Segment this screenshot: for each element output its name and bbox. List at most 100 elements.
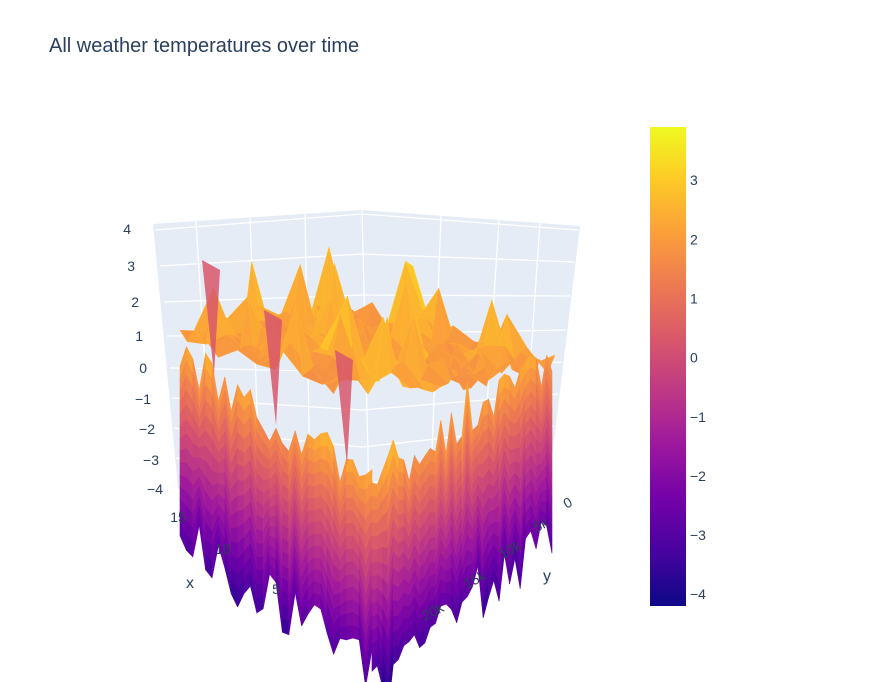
chart-title: All weather temperatures over time — [49, 35, 360, 57]
z-tick-label: −1 — [135, 391, 151, 407]
surface-patch — [392, 644, 399, 666]
surface-patch — [256, 569, 264, 586]
surface-patch — [546, 514, 553, 554]
surface-patch — [320, 431, 328, 447]
temperature-surface[interactable] — [179, 247, 556, 682]
surface-patch — [230, 527, 238, 544]
colorbar-tick-label: 2 — [690, 231, 698, 247]
surface-patch — [371, 495, 378, 511]
surface-patch — [346, 548, 354, 563]
surface-patch — [371, 549, 378, 564]
surface-patch — [262, 467, 270, 481]
surface-patch — [429, 561, 436, 577]
surface-patch — [376, 547, 383, 564]
surface-patch — [371, 574, 378, 591]
colorbar-ticks: 3 2 1 0 −1 −2 −3 −4 — [690, 172, 706, 602]
colorbar-tick-label: −2 — [690, 468, 706, 484]
surface-patch — [346, 599, 354, 615]
surface-patch — [269, 504, 277, 518]
colorbar-tick-label: 1 — [690, 290, 698, 306]
surface-patch — [429, 473, 436, 490]
surface-patch — [398, 486, 405, 502]
surface-patch — [314, 495, 322, 511]
surface-patch — [392, 615, 399, 634]
surface-patch — [307, 472, 315, 488]
z-tick-label: 0 — [139, 360, 147, 376]
z-axis-ticks: 4 3 2 1 0 −1 −2 −3 −4 — [123, 221, 163, 497]
surface-patch — [256, 556, 264, 572]
surface-patch — [269, 515, 277, 528]
surface-patch — [403, 629, 410, 647]
surface-patch — [392, 600, 399, 617]
x-axis-ticks: 5 10 15 — [170, 509, 280, 597]
surface-patch — [211, 470, 219, 487]
surface-patch — [445, 592, 452, 611]
surface-patch — [256, 528, 264, 545]
colorbar-tick-label: −3 — [690, 527, 706, 543]
surface-patch — [445, 580, 452, 596]
surface-patch — [237, 479, 245, 497]
surface-patch — [346, 484, 354, 499]
surface-patch — [256, 595, 264, 614]
surface-spike — [335, 350, 353, 465]
surface-patch — [429, 511, 436, 526]
surface-patch — [346, 586, 354, 602]
surface-patch — [346, 458, 354, 473]
surface-patch — [333, 579, 341, 596]
y-tick-label: 0 — [560, 494, 575, 512]
surface-patch — [346, 574, 354, 589]
z-tick-label: 4 — [123, 221, 131, 237]
surface-patch — [382, 529, 389, 549]
surface-patch — [339, 613, 347, 628]
surface-patch — [371, 522, 378, 537]
colorbar: 3 2 1 0 −1 −2 −3 −4 — [650, 127, 706, 606]
surface-patch — [346, 497, 354, 512]
colorbar-tick-label: −1 — [690, 409, 706, 425]
surface-patch — [403, 605, 410, 620]
z-tick-label: −3 — [143, 452, 159, 468]
surface-left-wall — [179, 346, 373, 682]
surface-patch — [358, 474, 366, 491]
surface-patch — [346, 535, 354, 550]
z-tick-label: 1 — [135, 328, 143, 344]
surface-patch — [382, 656, 389, 682]
surface-patch — [398, 471, 405, 487]
x-axis-title: x — [186, 575, 194, 592]
colorbar-tick-label: −4 — [690, 586, 706, 602]
surface-patch — [237, 463, 245, 482]
x-tick-label: 15 — [170, 509, 186, 525]
surface-patch — [352, 624, 360, 641]
surface-patch — [346, 523, 354, 537]
colorbar-gradient — [650, 127, 686, 606]
surface-patch — [371, 536, 378, 551]
surface-spike — [264, 310, 282, 425]
surface-patch — [429, 549, 436, 564]
surface-patch — [307, 485, 315, 499]
surface-patch — [346, 471, 354, 486]
surface-right-wall — [371, 353, 553, 682]
surface-patch — [429, 537, 436, 552]
surface-patch — [179, 448, 187, 464]
colorbar-tick-label: 3 — [690, 172, 698, 188]
z-tick-label: 2 — [131, 294, 139, 310]
surface-patch — [346, 624, 354, 641]
surface-patch — [440, 592, 447, 607]
surface-patch — [488, 483, 495, 499]
surface-patch — [371, 482, 378, 498]
surface-patch — [358, 628, 366, 682]
surface-patch — [307, 510, 315, 525]
surface-patch — [371, 561, 378, 578]
surface-patch — [256, 542, 264, 558]
surface-patch — [382, 671, 386, 682]
y-axis-title: y — [543, 568, 551, 585]
surface-patch — [346, 510, 354, 525]
z-tick-label: −4 — [147, 481, 163, 497]
z-tick-label: 3 — [127, 258, 135, 274]
surface-patch — [314, 508, 322, 523]
surface-patch — [376, 652, 383, 682]
x-tick-label: 10 — [215, 541, 231, 557]
surface-patch — [339, 626, 347, 641]
surface-patch — [509, 435, 516, 451]
